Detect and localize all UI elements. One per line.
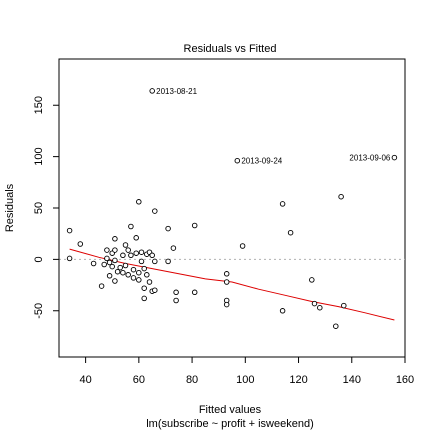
data-point <box>149 88 155 94</box>
data-point <box>223 279 230 285</box>
data-point <box>117 264 123 271</box>
data-point <box>133 235 139 241</box>
data-point <box>279 308 286 314</box>
y-axis: -50 0 50 100 150 <box>33 96 60 319</box>
data-point <box>311 300 318 307</box>
x-tick-label: 40 <box>79 374 91 386</box>
y-tick-label: 0 <box>33 256 45 262</box>
chart-subtitle: lm(subscribe ~ profit + isweekend) <box>146 418 314 430</box>
data-point <box>341 302 347 309</box>
data-point <box>223 301 230 308</box>
x-tick-label: 100 <box>236 374 254 386</box>
point-label: 2013-08-21 <box>156 87 197 96</box>
data-point <box>138 258 145 265</box>
data-point <box>128 252 134 259</box>
data-point <box>120 269 126 276</box>
data-point <box>391 154 398 161</box>
data-point <box>152 208 158 214</box>
data-point <box>106 259 113 266</box>
data-point <box>66 227 73 234</box>
data-point <box>191 289 198 296</box>
data-point <box>279 201 286 207</box>
x-tick-label: 60 <box>133 374 145 386</box>
data-point <box>109 263 115 270</box>
y-tick-label: 100 <box>33 147 45 165</box>
y-tick-label: -50 <box>33 303 45 319</box>
data-point <box>122 262 129 269</box>
data-point <box>106 273 113 279</box>
x-tick-label: 140 <box>343 374 361 386</box>
data-point <box>152 287 158 293</box>
data-point <box>146 279 153 285</box>
data-point <box>338 193 344 200</box>
data-point <box>234 157 241 164</box>
data-point <box>66 255 73 262</box>
data-point <box>130 275 137 281</box>
data-point <box>125 272 131 278</box>
data-point <box>90 260 97 267</box>
data-point <box>130 266 137 273</box>
data-point <box>223 271 230 277</box>
data-point <box>239 243 246 249</box>
data-point <box>136 277 142 283</box>
data-point <box>144 272 150 278</box>
data-point <box>98 283 105 289</box>
data-point <box>173 289 179 296</box>
data-point <box>136 269 142 276</box>
data-point <box>191 222 198 229</box>
data-point <box>141 265 147 272</box>
data-point <box>170 245 177 251</box>
data-point <box>138 249 145 255</box>
x-tick-label: 80 <box>186 374 198 386</box>
point-label: 2013-09-06 <box>349 154 390 163</box>
data-point <box>128 223 134 230</box>
data-point <box>104 255 110 262</box>
data-point <box>136 199 142 205</box>
data-point <box>77 241 84 247</box>
data-point <box>165 258 171 265</box>
data-point <box>122 242 129 248</box>
data-point <box>125 247 131 253</box>
point-label: 2013-09-24 <box>241 157 282 166</box>
data-point <box>317 304 323 311</box>
plot-frame <box>58 58 406 358</box>
data-point <box>309 277 315 283</box>
data-point <box>120 252 126 259</box>
y-tick-label: 150 <box>33 96 45 114</box>
chart-title: Residuals vs Fitted <box>184 43 277 55</box>
x-tick-label: 160 <box>396 374 414 386</box>
data-point <box>149 252 155 259</box>
x-tick-label: 120 <box>289 374 307 386</box>
data-point <box>152 258 158 265</box>
data-point <box>287 229 294 236</box>
data-point <box>112 257 118 264</box>
data-point <box>112 247 118 253</box>
data-point <box>141 295 147 302</box>
x-axis-label: Fitted values <box>199 404 262 416</box>
data-point <box>104 247 110 253</box>
data-point <box>112 278 118 284</box>
data-point <box>141 285 147 291</box>
data-point <box>173 297 179 304</box>
y-axis-label: Residuals <box>4 183 16 232</box>
y-tick-label: 50 <box>33 202 45 214</box>
data-point <box>333 323 339 329</box>
x-axis: 40 60 80 100 120 140 160 <box>79 356 414 386</box>
data-point <box>165 225 171 232</box>
data-point <box>112 236 118 242</box>
data-point <box>133 250 139 256</box>
data-point <box>114 268 121 275</box>
data-point <box>101 261 107 268</box>
